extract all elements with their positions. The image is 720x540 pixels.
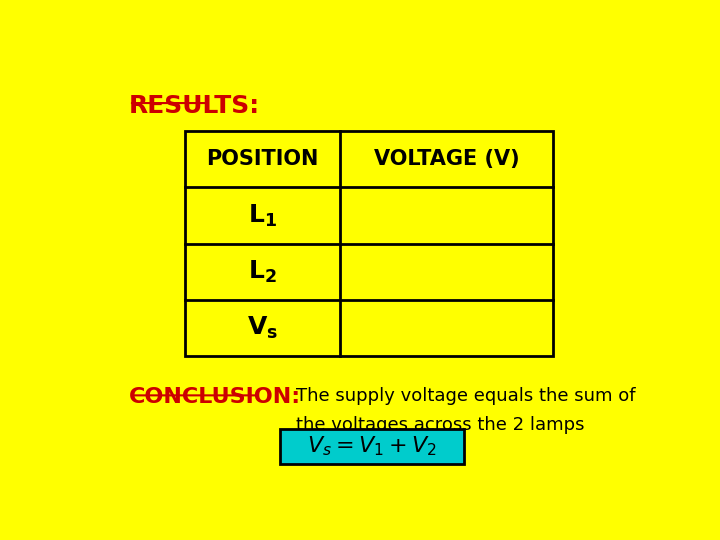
- Text: CONCLUSION:: CONCLUSION:: [129, 387, 301, 407]
- FancyBboxPatch shape: [280, 429, 464, 464]
- Text: The supply voltage equals the sum of: The supply voltage equals the sum of: [297, 387, 636, 405]
- Bar: [185, 131, 553, 356]
- Text: RESULTS:: RESULTS:: [129, 94, 260, 118]
- Text: $\mathbf{L_1}$: $\mathbf{L_1}$: [248, 202, 276, 228]
- Text: $\mathbf{L_2}$: $\mathbf{L_2}$: [248, 259, 276, 285]
- Text: VOLTAGE (V): VOLTAGE (V): [374, 150, 519, 170]
- Text: POSITION: POSITION: [206, 150, 318, 170]
- Text: $V_s = V_1 + V_2$: $V_s = V_1 + V_2$: [307, 435, 436, 458]
- Text: the voltages across the 2 lamps: the voltages across the 2 lamps: [297, 416, 585, 434]
- Text: $\mathbf{V_s}$: $\mathbf{V_s}$: [247, 315, 278, 341]
